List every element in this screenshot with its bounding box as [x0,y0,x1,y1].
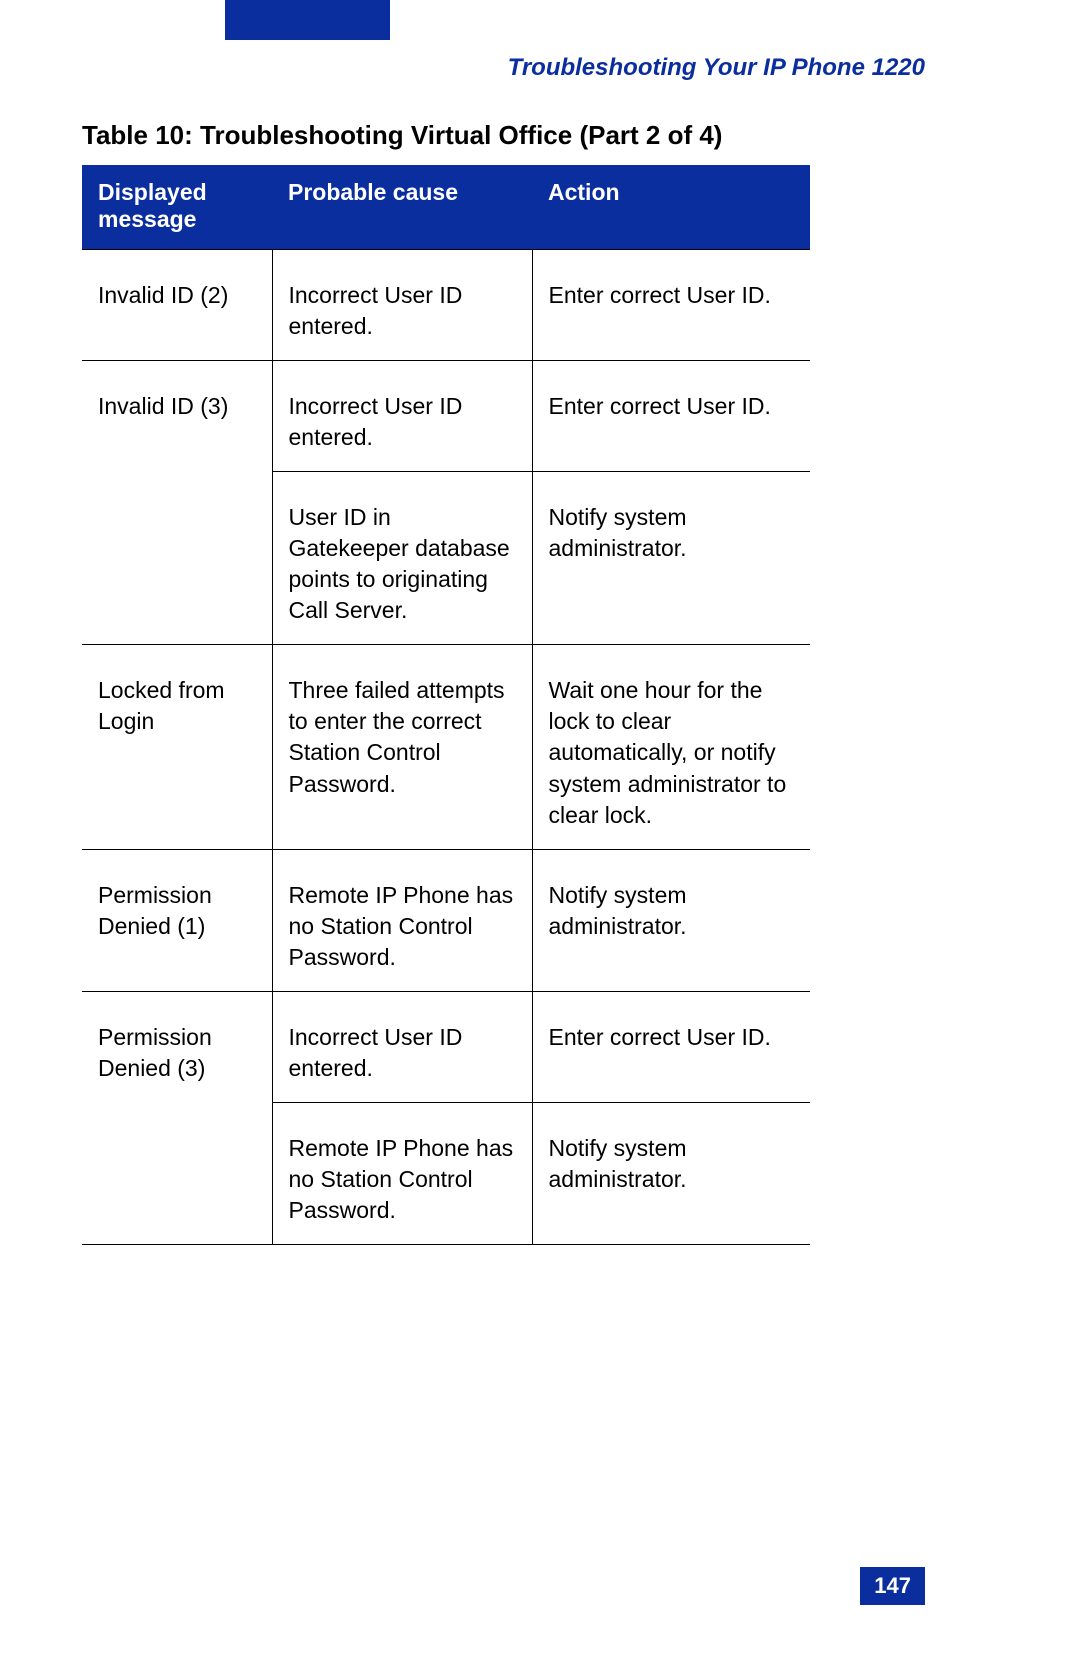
cell-message: Invalid ID (2) [82,250,272,361]
cell-action: Enter correct User ID. [532,991,810,1102]
cell-cause: Remote IP Phone has no Station Control P… [272,849,532,991]
cell-cause: Incorrect User ID entered. [272,250,532,361]
cell-cause: Three failed attempts to enter the corre… [272,645,532,849]
table-row: Invalid ID (3) Incorrect User ID entered… [82,361,810,472]
cell-cause: Incorrect User ID entered. [272,361,532,472]
cell-action: Enter correct User ID. [532,250,810,361]
table-header-row: Displayed message Probable cause Action [82,165,810,250]
cell-action: Enter correct User ID. [532,361,810,472]
troubleshooting-table: Displayed message Probable cause Action … [82,165,810,1245]
cell-cause: Incorrect User ID entered. [272,991,532,1102]
cell-cause: Remote IP Phone has no Station Control P… [272,1102,532,1244]
cell-message: Locked from Login [82,645,272,849]
table-row: Permission Denied (3) Incorrect User ID … [82,991,810,1102]
cell-action: Notify system administrator. [532,472,810,645]
header-blue-tab [225,0,390,40]
col-header-probable-cause: Probable cause [272,165,532,250]
table-row: Permission Denied (1) Remote IP Phone ha… [82,849,810,991]
running-header: Troubleshooting Your IP Phone 1220 [0,54,925,82]
content-area: Table 10: Troubleshooting Virtual Office… [82,110,1002,1245]
page-number: 147 [860,1567,925,1605]
col-header-action: Action [532,165,810,250]
cell-message: Invalid ID (3) [82,361,272,645]
cell-action: Notify system administrator. [532,849,810,991]
cell-cause: User ID in Gatekeeper database points to… [272,472,532,645]
table-caption: Table 10: Troubleshooting Virtual Office… [82,120,1002,151]
page: Troubleshooting Your IP Phone 1220 Table… [0,0,1080,1669]
cell-message: Permission Denied (1) [82,849,272,991]
col-header-displayed-message: Displayed message [82,165,272,250]
cell-action: Wait one hour for the lock to clear auto… [532,645,810,849]
table-row: Invalid ID (2) Incorrect User ID entered… [82,250,810,361]
cell-action: Notify system administrator. [532,1102,810,1244]
table-row: Locked from Login Three failed attempts … [82,645,810,849]
cell-message: Permission Denied (3) [82,991,272,1244]
